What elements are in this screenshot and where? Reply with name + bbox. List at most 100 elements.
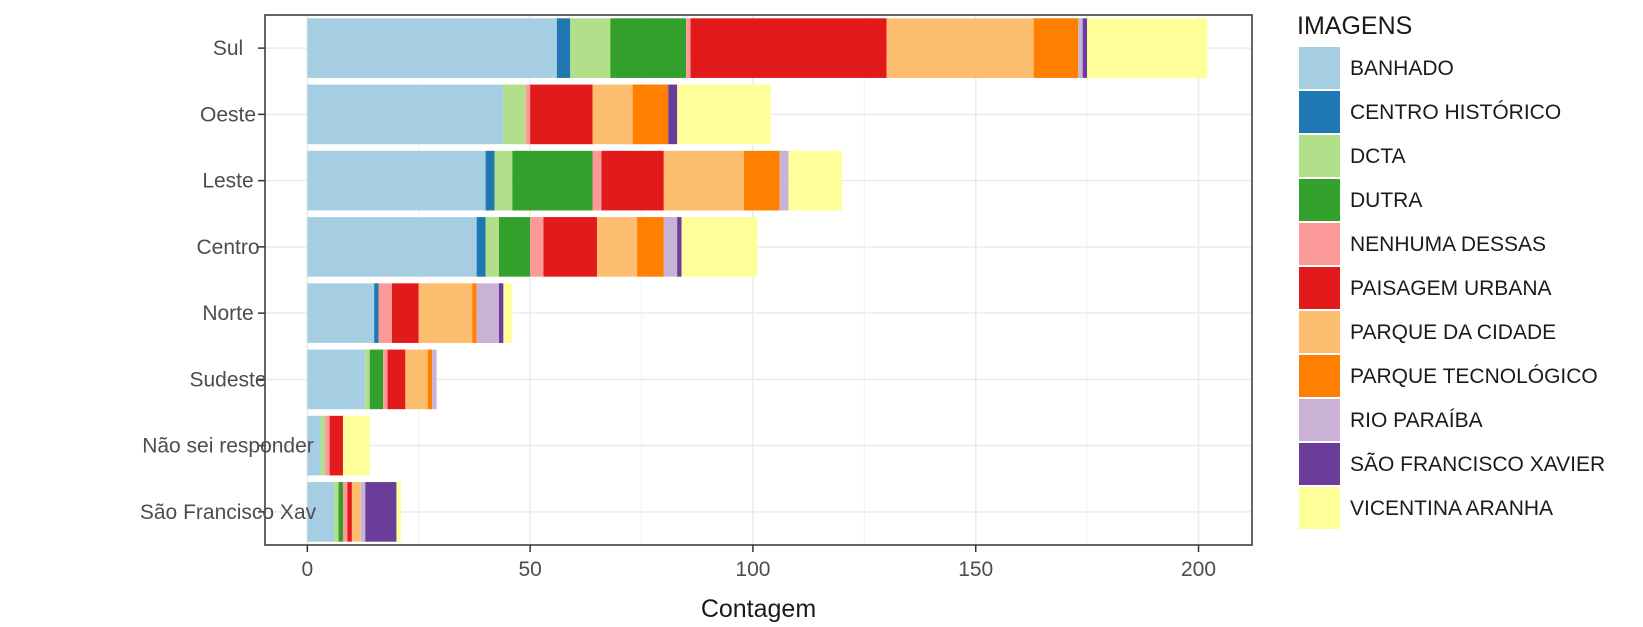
bar-segment [383,349,388,410]
bar-segment [668,84,678,145]
bar-segment [1087,18,1208,78]
bar-segment [744,150,780,211]
bar-segment [637,217,664,277]
bar-segment [503,283,513,343]
bar-segment [503,84,526,145]
bar-segment [485,217,499,277]
legend-key [1299,47,1340,89]
bar-segment [374,283,379,343]
bar-segment [369,349,384,410]
bar-segment [360,482,366,542]
legend-label: PARQUE DA CIDADE [1350,321,1556,344]
bar-segment [307,84,504,145]
legend-key [1299,399,1340,441]
legend: IMAGENS BANHADO CENTRO HISTÓRICO DCTA DUTRA… [1297,12,1605,529]
legend-label: BANHADO [1350,57,1454,80]
bar-segment [494,150,513,211]
legend-key [1299,135,1340,177]
bar-segment [686,18,691,78]
legend-label: NENHUMA DESSAS [1350,233,1546,256]
legend-label: DUTRA [1350,189,1422,212]
bar-segment [556,18,571,78]
bar-segment [405,349,428,410]
bar-segment [307,217,477,277]
legend-label: RIO PARAÍBA [1350,409,1483,432]
bar-segment [592,84,633,145]
y-tick-label: Sudeste [189,368,266,391]
x-axis-title: Contagem [701,595,816,623]
bar-segment [329,415,343,476]
bar-segment [1078,18,1083,78]
legend-key [1299,267,1340,309]
bar-segment [472,283,477,343]
y-tick-label: Não sei responder [142,435,314,458]
legend-key [1299,223,1340,265]
bar-segment [886,18,1034,78]
legend-key [1299,355,1340,397]
bar-segment [592,150,602,211]
bar-segment [788,150,843,211]
bar-segment [530,217,544,277]
legend-label: VICENTINA ARANHA [1350,497,1553,520]
bar-segment [307,150,486,211]
bar-segment [525,84,531,145]
bar-segment [432,349,437,410]
bar-segment [365,482,397,542]
legend-title: IMAGENS [1297,12,1412,40]
legend-label: PAISAGEM URBANA [1350,277,1552,300]
y-tick-label: Sul [213,37,243,60]
bar-segment [307,349,366,410]
bar-segment [387,349,406,410]
bar-segment [418,283,473,343]
bar-segment [396,482,401,542]
bar-segment [351,482,361,542]
bar-segment [690,18,887,78]
bar-segment [596,217,638,277]
plot-panel-border [264,14,1253,546]
bar-segment [677,217,682,277]
x-tick-label: 200 [1181,558,1216,581]
bar-segment [485,150,495,211]
bar-segment [427,349,433,410]
bar-segment [512,150,593,211]
bar-segment [1033,18,1079,78]
bar-segment [632,84,669,145]
bar-segment [663,217,678,277]
y-tick-label: Leste [202,170,253,193]
bar-segment [570,18,611,78]
bar-segment [325,415,330,476]
bar-segment [307,18,557,78]
legend-key [1299,311,1340,353]
bar-segment [338,482,343,542]
y-tick-label: São Francisco Xav [140,501,317,524]
x-tick-label: 100 [735,558,770,581]
bar-segment [391,283,419,343]
legend-key [1299,91,1340,133]
bar-segment [601,150,664,211]
bar-segment [307,415,321,476]
bar-segment [320,415,326,476]
bar-segment [365,349,370,410]
bar-segment [681,217,758,277]
bar-segment [543,217,597,277]
y-tick-label: Centro [196,236,259,259]
bar-segment [307,283,375,343]
bar-segment [342,482,348,542]
bar-segment [1082,18,1088,78]
legend-key [1299,179,1340,221]
bar-segment [307,482,335,542]
bar-segment [530,84,593,145]
legend-label: CENTRO HISTÓRICO [1350,101,1561,124]
y-tick-label: Norte [202,302,253,325]
x-tick-label: 50 [518,558,541,581]
bar-segment [498,283,504,343]
bars [307,18,1208,542]
x-tick-label: 150 [958,558,993,581]
bar-segment [498,217,531,277]
bar-segment [476,217,486,277]
bar-segment [476,283,499,343]
bar-segment [378,283,392,343]
bar-segment [334,482,339,542]
bar-segment [663,150,745,211]
